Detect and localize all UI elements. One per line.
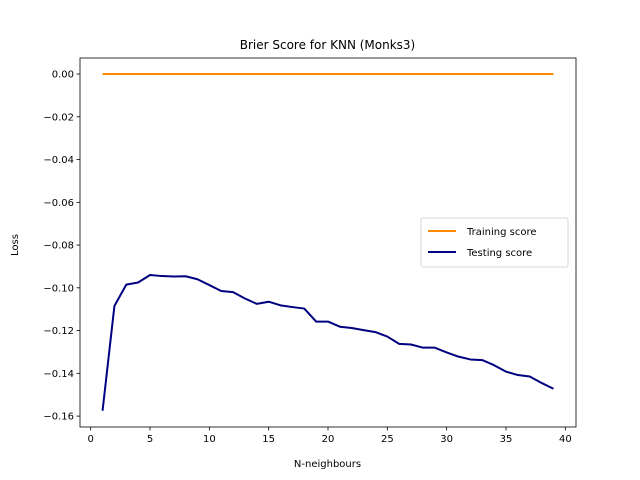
chart-title: Brier Score for KNN (Monks3): [240, 38, 416, 52]
x-tick-label: 5: [147, 434, 153, 445]
x-tick-label: 35: [500, 434, 513, 445]
plot-area: 0 5 10 15 20 25 30 35 40 0.00 −0.02 −0.04 −0.06 −0.08…: [43, 57, 577, 445]
y-tick-label: −0.02: [43, 112, 74, 123]
x-tick-label: 25: [381, 434, 394, 445]
legend: Training score Testing score: [420, 217, 569, 268]
legend-label-testing: Testing score: [466, 248, 532, 259]
x-tick-label: 40: [559, 434, 572, 445]
series-line-testing: [101, 274, 554, 411]
y-tick-label: −0.10: [43, 283, 74, 294]
y-tick-label: −0.14: [43, 369, 74, 380]
x-tick-label: 10: [203, 434, 216, 445]
y-tick-label: −0.08: [43, 241, 74, 252]
x-tick-label: 30: [440, 434, 453, 445]
legend-box: [420, 217, 569, 268]
x-tick-label: 20: [322, 434, 335, 445]
y-axis-label: Loss: [10, 234, 21, 256]
x-axis-label: N-neighbours: [294, 459, 361, 470]
y-tick-label: −0.04: [43, 155, 74, 166]
y-tick-label: −0.12: [43, 326, 74, 337]
y-tick-label: −0.06: [43, 198, 74, 209]
y-tick-label: 0.00: [52, 70, 74, 81]
y-tick-label: −0.16: [43, 412, 74, 423]
x-tick-label: 15: [262, 434, 275, 445]
x-tick-label: 0: [87, 434, 93, 445]
legend-label-training: Training score: [466, 227, 537, 238]
